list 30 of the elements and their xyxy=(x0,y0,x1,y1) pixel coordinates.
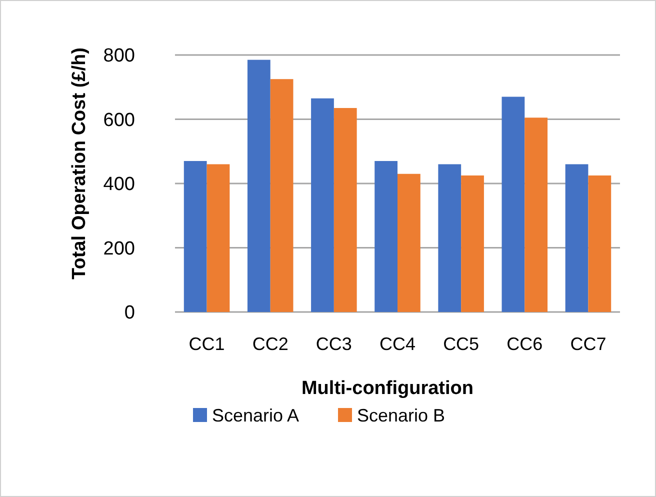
x-axis-title: Multi-configuration xyxy=(301,378,474,399)
bar xyxy=(206,164,230,312)
bar xyxy=(524,118,548,312)
x-tick-label: CC1 xyxy=(188,334,225,354)
y-tick-label: 400 xyxy=(103,174,135,196)
legend-label: Scenario A xyxy=(212,405,300,426)
legend-label: Scenario B xyxy=(357,405,446,426)
bar xyxy=(374,161,398,312)
y-tick-label: 0 xyxy=(124,302,135,324)
bar xyxy=(334,108,357,312)
bar xyxy=(398,174,420,312)
y-axis-title: Total Operation Cost (£/h) xyxy=(69,48,90,280)
bar xyxy=(461,175,484,312)
y-tick-label: 800 xyxy=(103,46,135,67)
bar xyxy=(438,164,462,312)
bar xyxy=(184,161,207,312)
bar xyxy=(588,175,612,312)
x-tick-label: CC6 xyxy=(506,334,543,354)
bar xyxy=(247,60,270,312)
bar xyxy=(502,96,525,312)
x-tick-label: CC7 xyxy=(570,334,606,354)
y-tick-label: 200 xyxy=(103,238,135,260)
bar xyxy=(565,164,588,312)
x-tick-label: CC4 xyxy=(379,334,416,354)
x-tick-label: CC2 xyxy=(252,334,288,354)
y-tick-label: 600 xyxy=(103,110,135,131)
bar xyxy=(270,79,294,312)
bar xyxy=(311,98,334,312)
x-tick-label: CC3 xyxy=(316,334,352,354)
x-tick-label: CC5 xyxy=(443,334,480,354)
